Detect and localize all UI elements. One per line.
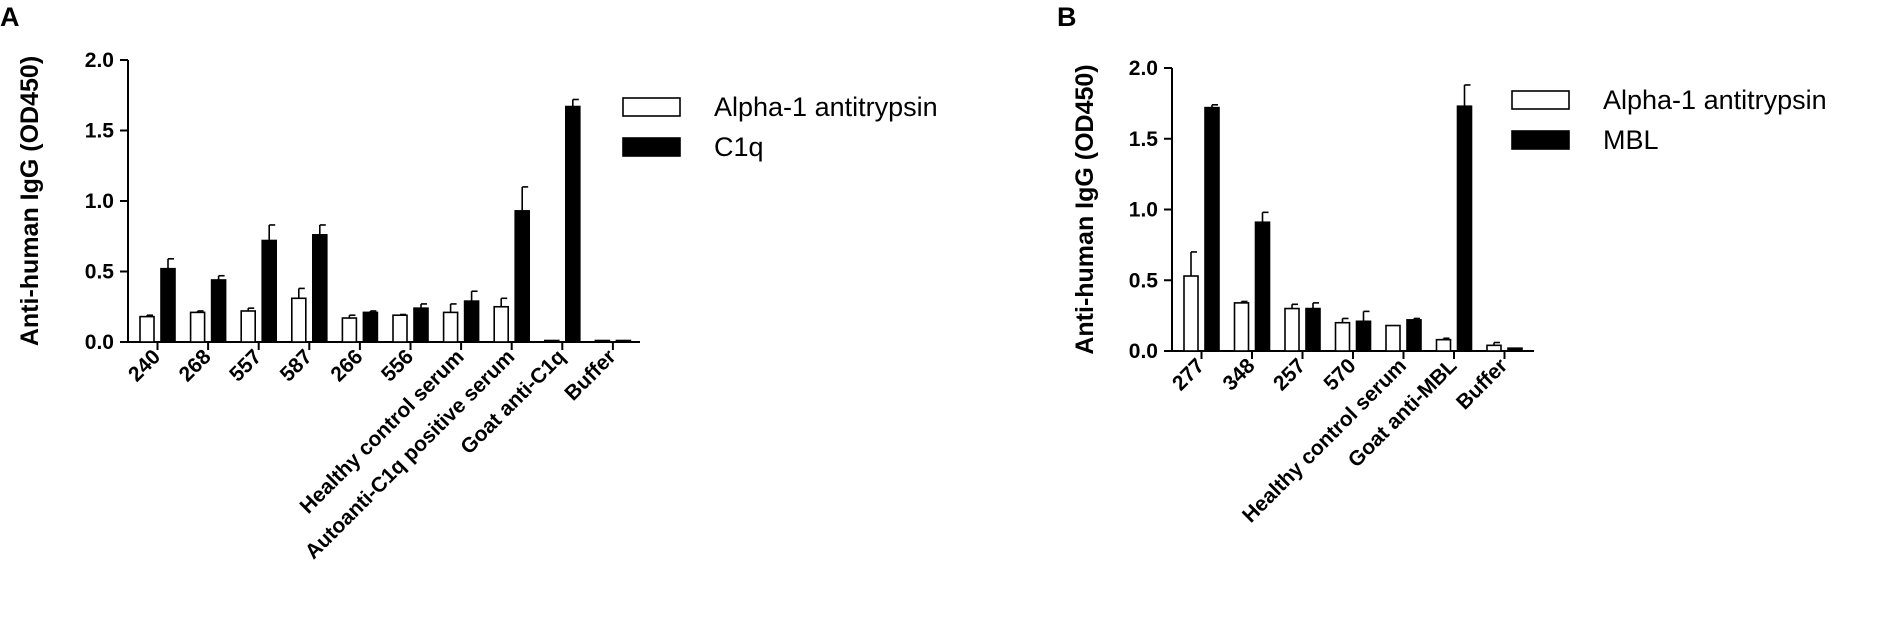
bar-series-1	[1183, 275, 1199, 352]
bar-series-1	[594, 339, 611, 343]
x-tick-label: 268	[175, 345, 216, 386]
bar-series-1	[1284, 307, 1300, 352]
bar-series-2	[210, 279, 227, 343]
bar-series-2	[1254, 221, 1271, 352]
y-tick-label: 0.0	[1129, 340, 1158, 363]
y-tick-label: 1.0	[85, 190, 114, 213]
legend-swatch	[1511, 130, 1570, 150]
bar-series-1	[1233, 302, 1250, 352]
bar-series-1	[543, 339, 560, 343]
y-tick-label: 2.0	[85, 49, 114, 72]
x-tick-label: 277	[1168, 354, 1209, 395]
bar-series-2	[261, 239, 278, 343]
bar-series-2	[413, 307, 429, 343]
bar-series-2	[514, 210, 531, 343]
bar-series-2	[564, 105, 581, 343]
bar-series-2	[1507, 347, 1523, 352]
bar-series-1	[240, 310, 256, 343]
panel-a: A 0.0 0.5 1.0 1.5 2.0 Anti-human IgG (OD450) 2…	[0, 2, 938, 564]
y-tick-label: 1.5	[85, 120, 115, 143]
panel-b-label: B	[1057, 2, 1077, 32]
x-tick-label: Buffer	[560, 345, 620, 405]
legend-swatch	[622, 137, 681, 157]
bar-series-1	[392, 314, 408, 343]
y-tick-label: 2.0	[1129, 57, 1158, 80]
bar-series-1	[1486, 344, 1502, 352]
bar-series-2	[1406, 319, 1422, 352]
panel-a-label: A	[0, 2, 20, 32]
y-tick-label: 1.0	[1129, 199, 1158, 222]
bar-series-2	[1305, 307, 1321, 352]
bar-series-1	[139, 315, 155, 343]
bar-series-1	[189, 311, 206, 343]
legend-label: Alpha-1 antitrypsin	[1603, 85, 1827, 115]
y-tick-label: 0.5	[1129, 269, 1159, 292]
bar-series-1	[442, 311, 459, 343]
y-tick-label: 1.5	[1129, 128, 1159, 151]
bar-series-1	[1334, 321, 1351, 352]
x-tick-label: 240	[124, 345, 165, 386]
x-tick-label: 266	[326, 345, 367, 386]
x-tick-label: 556	[377, 345, 418, 386]
bar-series-2	[463, 300, 480, 343]
y-axis-title: Anti-human IgG (OD450)	[16, 56, 44, 346]
legend-swatch	[622, 97, 681, 117]
x-tick-label: Buffer	[1452, 354, 1512, 414]
y-tick-label: 0.0	[85, 331, 114, 354]
x-tick-label: 587	[276, 345, 317, 386]
legend-swatch	[1511, 90, 1570, 110]
bar-series-2	[1204, 106, 1220, 352]
bar-series-2	[160, 267, 176, 343]
x-tick-label: 557	[225, 345, 266, 386]
bar-series-2	[311, 234, 328, 343]
bar-series-2	[615, 339, 632, 343]
y-tick-label: 0.5	[85, 261, 115, 284]
bar-series-1	[493, 305, 510, 343]
legend-label: MBL	[1603, 125, 1659, 155]
legend-label: Alpha-1 antitrypsin	[714, 92, 938, 122]
x-tick-label: 570	[1319, 354, 1360, 395]
bar-series-1	[290, 297, 307, 343]
bar-series-2	[362, 311, 379, 343]
y-axis-title: Anti-human IgG (OD450)	[1071, 64, 1099, 354]
bar-series-2	[1456, 105, 1473, 352]
bar-series-1	[1435, 338, 1452, 352]
bar-series-1	[1385, 324, 1401, 352]
panel-b: B 0.0 0.5 1.0 1.5 2.0 Anti-human IgG (OD450) 2…	[1057, 2, 1827, 527]
bar-series-2	[1355, 320, 1372, 352]
legend-label: C1q	[714, 132, 764, 162]
bar-series-1	[341, 317, 358, 343]
x-tick-label: 257	[1269, 354, 1310, 395]
x-tick-label: 348	[1218, 354, 1259, 395]
